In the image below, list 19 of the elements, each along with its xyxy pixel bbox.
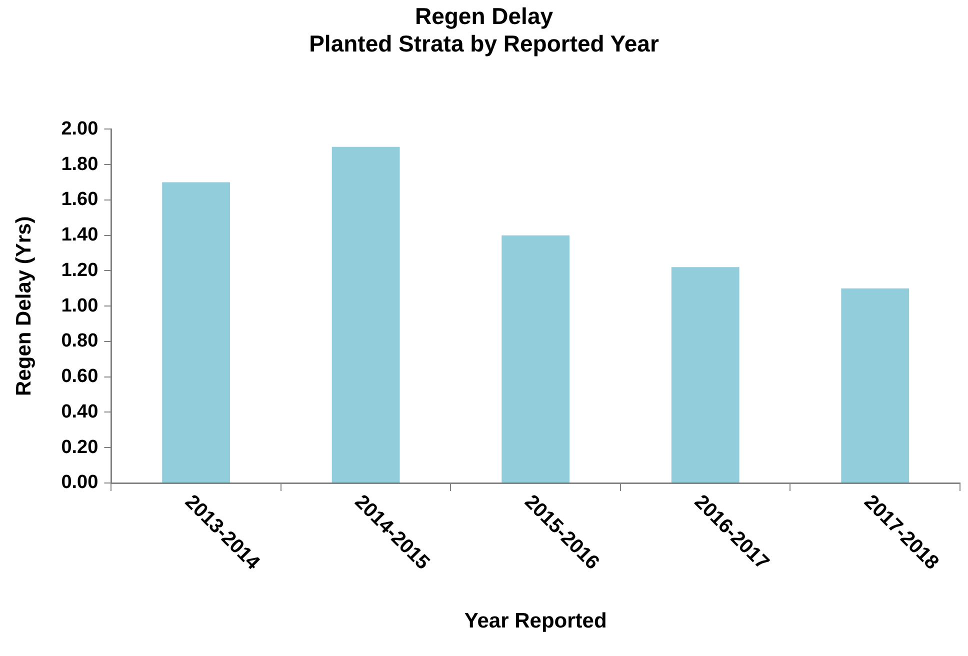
y-tick-label: 2.00 [61,118,98,140]
y-tick-label: 1.40 [61,224,98,246]
y-tick-label: 1.80 [61,154,98,175]
y-tick-label: 1.60 [61,189,98,210]
y-tick-label: 1.20 [61,260,98,281]
bar [502,235,570,482]
y-tick-label: 0.60 [61,366,98,388]
x-axis-title: Year Reported [464,609,607,632]
y-tick-label: 0.00 [61,472,98,494]
y-tick-label: 0.80 [61,330,98,352]
bar [671,267,740,482]
y-tick-label: 0.40 [61,401,98,422]
bar [332,146,400,482]
y-tick-label: 1.00 [61,295,98,316]
y-tick-label: 0.20 [61,436,98,458]
bar [841,288,910,482]
chart-title: Regen Delay Planted Strata by Reported Year [309,3,659,57]
y-axis-title: Regen Delay (Yrs) [12,216,36,396]
bar [162,182,230,482]
